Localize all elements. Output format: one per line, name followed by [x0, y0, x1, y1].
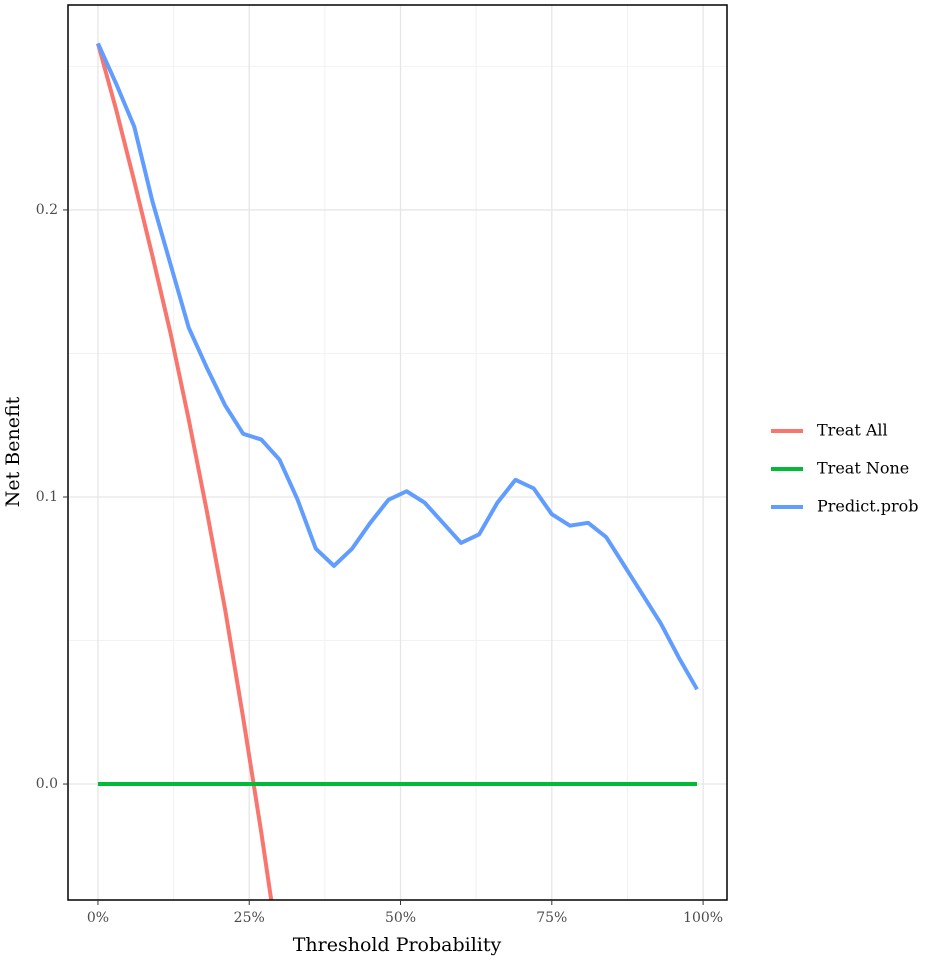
series-line — [96, 42, 274, 900]
panel-border — [67, 4, 728, 901]
x-tick-label: 75% — [536, 910, 567, 926]
x-tick-label: 0% — [87, 910, 109, 926]
x-tick-label: 25% — [234, 910, 265, 926]
legend-text: Treat All — [817, 421, 888, 440]
series-line — [96, 42, 699, 691]
y-tick-label: 0.2 — [36, 202, 58, 218]
y-tick-label: 0.1 — [36, 489, 58, 505]
axes: 0% 25% 50% 75% 100% 0.0 0.1 0.2 — [36, 202, 723, 926]
plot-lines — [96, 42, 699, 900]
legend-text: Treat None — [817, 459, 909, 478]
legend: Treat All Treat None Predict.prob — [771, 421, 918, 516]
x-tick-label: 50% — [385, 910, 416, 926]
x-axis-title: Threshold Probability — [293, 934, 502, 956]
y-tick-label: 0.0 — [36, 776, 58, 792]
legend-text: Predict.prob — [817, 497, 918, 516]
x-tick-label: 100% — [683, 910, 723, 926]
y-axis-title: Net Benefit — [2, 396, 24, 507]
